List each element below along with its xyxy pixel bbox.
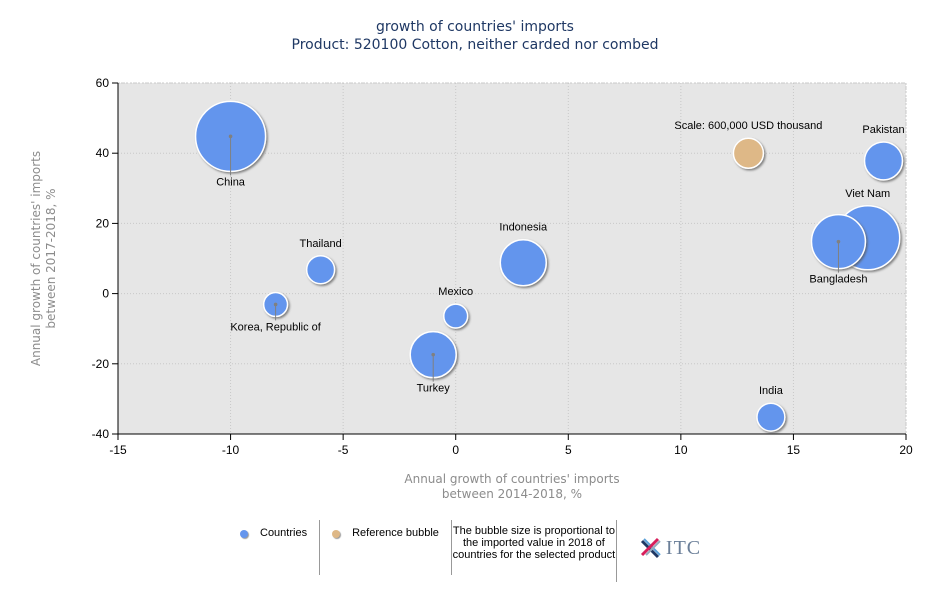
leader-dot xyxy=(836,239,841,244)
leader-dot xyxy=(273,302,278,307)
reference-bubble xyxy=(732,137,765,169)
bubble-label-thailand: Thailand xyxy=(300,238,342,250)
x-tick-label: 5 xyxy=(565,443,572,457)
bubble-labels: China Viet Nam Bangladesh Indonesia Turkey Pa… xyxy=(216,120,904,397)
y-axis-title-line1: Annual growth of countries' imports xyxy=(29,151,43,366)
x-tick-label: 0 xyxy=(452,443,459,457)
x-tick-label: -10 xyxy=(222,443,240,457)
reference-bubble-label: Scale: 600,000 USD thousand xyxy=(674,120,822,132)
leader-dot xyxy=(431,352,436,357)
countries-dot-icon xyxy=(240,530,248,538)
bubble-label-turkey: Turkey xyxy=(417,383,451,395)
gridlines xyxy=(118,82,907,434)
y-tick-label: 40 xyxy=(96,146,110,160)
bubble-label-pakistan: Pakistan xyxy=(862,124,904,136)
bubble-label-mexico: Mexico xyxy=(438,286,473,298)
axes: -15 -10 -5 0 5 10 15 20 -40 -20 0 20 40 60 xyxy=(92,76,913,457)
itc-logo-icon xyxy=(640,537,661,559)
bubble-label-india: India xyxy=(759,385,784,397)
leader-dot xyxy=(228,134,233,139)
bubble-label-china: China xyxy=(216,176,246,188)
y-axis-title: Annual growth of countries' imports betw… xyxy=(29,151,58,366)
legend-item-countries[interactable]: Countries xyxy=(228,520,321,575)
bubble-mexico xyxy=(443,303,469,329)
x-axis-title-line1: Annual growth of countries' imports xyxy=(404,472,619,486)
bubble-india xyxy=(756,402,786,432)
y-tick-label: 60 xyxy=(96,76,110,90)
x-tick-label: 20 xyxy=(899,443,913,457)
y-tick-label: 20 xyxy=(96,216,110,230)
chart-subtitle: Product: 520100 Cotton, neither carded n… xyxy=(291,37,659,53)
x-axis-title-line2: between 2014-2018, % xyxy=(442,487,582,501)
y-axis-title-line2: between 2017-2018, % xyxy=(44,188,58,328)
bubble-pakistan xyxy=(863,141,904,181)
y-tick-label: -40 xyxy=(92,427,110,441)
bubble-label-viet-nam: Viet Nam xyxy=(845,188,890,200)
x-tick-label: -15 xyxy=(109,443,127,457)
x-tick-label: 15 xyxy=(787,443,801,457)
bubble-label-korea-republic-of: Korea, Republic of xyxy=(230,321,321,333)
bubble-label-indonesia: Indonesia xyxy=(499,222,548,234)
bubble-label-bangladesh: Bangladesh xyxy=(809,274,867,286)
legend-item-reference[interactable]: Reference bubble xyxy=(320,520,452,575)
bubble-size-note: The bubble size is proportional to the i… xyxy=(452,520,617,582)
chart-title: growth of countries' imports xyxy=(376,19,574,35)
legend-countries-label: Countries xyxy=(260,527,308,539)
reference-dot-icon xyxy=(332,530,341,538)
legend: Countries Reference bubble The bubble si… xyxy=(228,520,701,582)
bubble-indonesia xyxy=(499,238,548,287)
itc-logo-text: ITC xyxy=(665,536,702,559)
x-tick-label: -5 xyxy=(338,443,349,457)
bubble-chart: -15 -10 -5 0 5 10 15 20 -40 -20 0 20 40 60 China Viet … xyxy=(29,76,913,501)
y-tick-label: -20 xyxy=(92,357,110,371)
y-tick-label: 0 xyxy=(102,287,109,301)
x-tick-label: 10 xyxy=(674,443,688,457)
itc-logo: ITC xyxy=(617,514,701,582)
legend-reference-label: Reference bubble xyxy=(352,527,439,539)
bubble-thailand xyxy=(305,255,336,285)
